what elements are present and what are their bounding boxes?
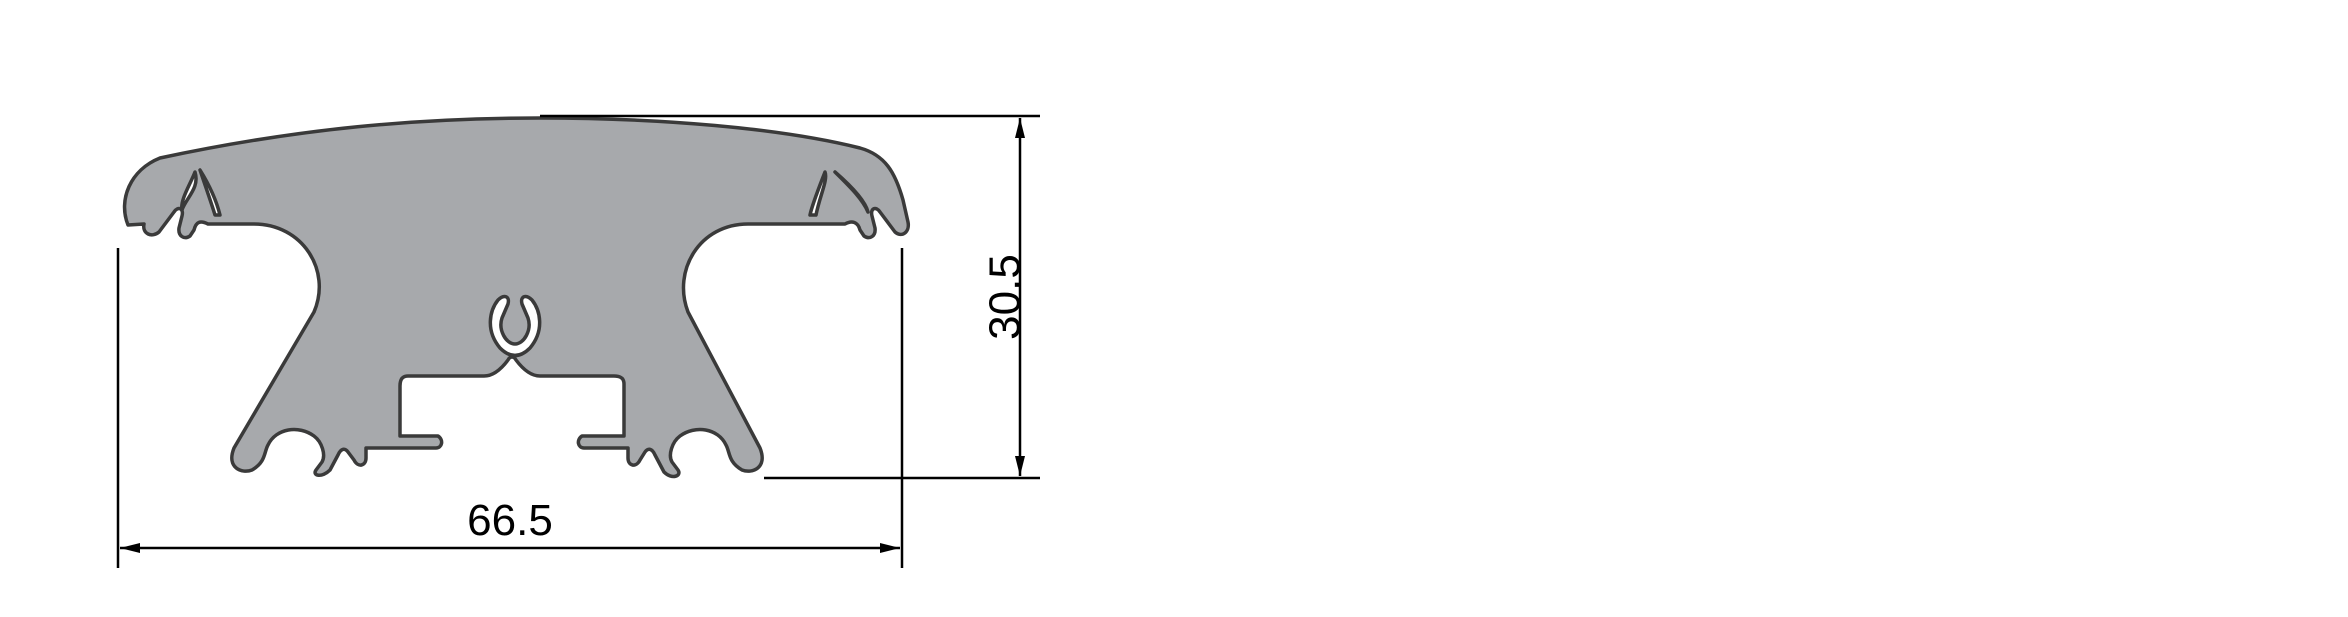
width-dimension: 66.5 [116, 248, 904, 568]
height-label: 30.5 [981, 254, 1030, 340]
aluminium-profile-section [122, 116, 911, 479]
width-label: 66.5 [467, 496, 553, 545]
height-dimension: 30.5 [540, 114, 1040, 480]
